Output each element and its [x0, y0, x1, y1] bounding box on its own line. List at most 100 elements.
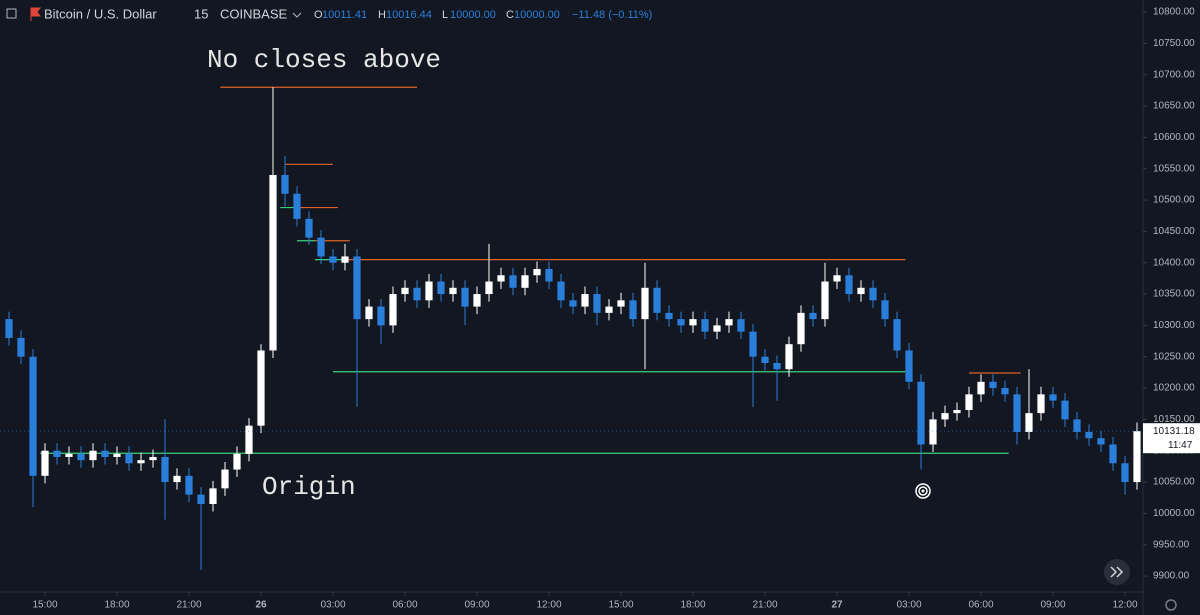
- scroll-button[interactable]: [1104, 559, 1130, 585]
- y-tick-label: 10500.00: [1153, 195, 1195, 206]
- candle-body: [1025, 413, 1033, 432]
- interval[interactable]: 15: [194, 6, 208, 21]
- candle-body: [209, 488, 217, 505]
- ohlc-value: 10000.00: [450, 9, 496, 21]
- ohlc-key: O: [314, 9, 323, 21]
- candle-body: [341, 256, 349, 263]
- ohlc-key: L: [442, 9, 448, 21]
- candle-body: [701, 319, 709, 332]
- candle-body: [677, 319, 685, 326]
- candle-body: [317, 237, 325, 257]
- candle-body: [449, 287, 457, 295]
- candle-body: [149, 457, 157, 461]
- candle-body: [233, 453, 241, 470]
- y-tick-label: 10750.00: [1153, 38, 1195, 49]
- candle-body: [881, 300, 889, 320]
- candle-body: [125, 453, 133, 464]
- candle-body: [821, 281, 829, 320]
- last-price-label: 10131.18: [1153, 426, 1195, 437]
- countdown: 11:47: [1168, 440, 1193, 451]
- x-tick-label: 15:00: [608, 600, 633, 611]
- y-tick-label: 9950.00: [1153, 539, 1190, 550]
- candle-body: [77, 453, 85, 461]
- y-tick-label: 10350.00: [1153, 289, 1195, 300]
- candle-body: [761, 356, 769, 363]
- candle-body: [53, 450, 61, 458]
- candle-body: [221, 469, 229, 489]
- candle-body: [593, 294, 601, 313]
- candle-body: [497, 275, 505, 282]
- candle-body: [1121, 463, 1129, 483]
- y-tick-label: 10150.00: [1153, 414, 1195, 425]
- x-tick-label: 12:00: [1112, 600, 1137, 611]
- candle-body: [305, 218, 313, 238]
- y-tick-label: 10200.00: [1153, 383, 1195, 394]
- candle-body: [257, 350, 265, 426]
- ohlc-value: 10011.41: [322, 9, 367, 21]
- change: −11.48 (−0.11%): [572, 9, 652, 21]
- candle-body: [749, 331, 757, 357]
- candle-body: [617, 300, 625, 307]
- candle-body: [509, 275, 517, 288]
- candle-body: [833, 275, 841, 282]
- y-tick-label: 10300.00: [1153, 320, 1195, 331]
- plot: [5, 86, 1141, 570]
- candle-body: [665, 312, 673, 320]
- ohlc: O 10011.41 H 10016.44 L 10000.00 C 10000.00: [314, 9, 560, 21]
- target-icon[interactable]: [915, 483, 931, 499]
- candle-body: [725, 319, 733, 326]
- candle-body: [557, 281, 565, 301]
- exchange[interactable]: COINBASE: [220, 6, 288, 21]
- y-tick-label: 10700.00: [1153, 69, 1195, 80]
- y-tick-label: 9900.00: [1153, 571, 1190, 582]
- ohlc-key: H: [378, 9, 386, 21]
- candle-body: [857, 287, 865, 295]
- ohlc-key: C: [506, 9, 514, 21]
- candle-body: [773, 362, 781, 370]
- expand-icon[interactable]: [6, 8, 17, 19]
- candle-body: [293, 193, 301, 219]
- candle-body: [1061, 400, 1069, 420]
- settings-icon[interactable]: [1165, 599, 1177, 611]
- candle-body: [1085, 431, 1093, 439]
- candle-body: [1073, 419, 1081, 432]
- candle-body: [629, 300, 637, 320]
- candle-body: [1037, 394, 1045, 414]
- candle-body: [401, 287, 409, 295]
- candle-body: [29, 356, 37, 476]
- candle-body: [5, 319, 13, 338]
- symbol[interactable]: Bitcoin / U.S. Dollar: [44, 6, 157, 21]
- candle-body: [917, 381, 925, 445]
- candle-body: [905, 350, 913, 382]
- last-price-box: [1143, 423, 1200, 454]
- y-tick-label: 10600.00: [1153, 132, 1195, 143]
- candle-body: [413, 287, 421, 301]
- dropdown-icon[interactable]: [292, 12, 302, 18]
- candle-body: [41, 450, 49, 476]
- x-tick-label: 03:00: [896, 600, 921, 611]
- candle-body: [1013, 394, 1021, 432]
- candle-body: [929, 419, 937, 445]
- x-tick-label: 06:00: [968, 600, 993, 611]
- candle-body: [473, 294, 481, 307]
- candle-body: [65, 453, 73, 458]
- candle-body: [953, 410, 961, 414]
- candle-body: [161, 457, 169, 483]
- candle-body: [113, 453, 121, 458]
- candle-body: [653, 287, 661, 313]
- candle-body: [893, 319, 901, 351]
- candle-body: [353, 256, 361, 320]
- x-tick-label: 21:00: [176, 600, 201, 611]
- header: Bitcoin / U.S. Dollar 15 COINBASE O 10011…: [6, 6, 652, 21]
- exchange-flag: [30, 7, 41, 21]
- ohlc-value: 10000.00: [514, 9, 560, 21]
- annotation: Origin: [262, 472, 356, 502]
- candle-body: [737, 319, 745, 332]
- candle-body: [365, 306, 373, 320]
- candle-body: [461, 287, 469, 307]
- candle-body: [485, 281, 493, 295]
- candle-body: [269, 174, 277, 351]
- candle-body: [641, 287, 649, 320]
- candle-body: [605, 306, 613, 313]
